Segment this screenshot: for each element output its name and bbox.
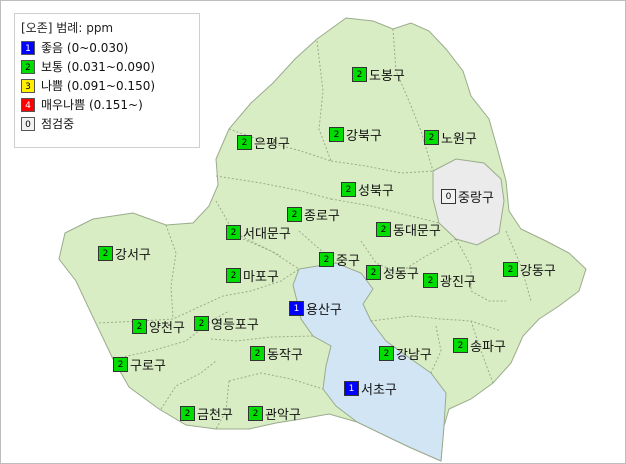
- district-gwanak[interactable]: 2 관악구: [248, 404, 301, 423]
- district-name: 금천구: [197, 408, 233, 423]
- district-yongsan[interactable]: 1 용산구: [289, 299, 342, 318]
- district-gangnam[interactable]: 2 강남구: [379, 344, 432, 363]
- district-name: 동대문구: [393, 224, 441, 239]
- legend-swatch: 1: [21, 40, 35, 55]
- jungnang-gu-area: [432, 158, 505, 246]
- legend-item-good: 1 좋음 (0~0.030): [21, 38, 193, 57]
- level-badge: 2: [352, 67, 367, 82]
- district-name: 노원구: [441, 132, 477, 147]
- legend-box: [오존] 범례: ppm 1 좋음 (0~0.030) 2 보통 (0.031~…: [14, 13, 200, 148]
- level-badge: 2: [180, 406, 195, 421]
- district-gangseo[interactable]: 2 강서구: [98, 244, 151, 263]
- district-name: 은평구: [254, 137, 290, 152]
- legend-swatch: 4: [21, 97, 35, 112]
- level-badge: 1: [344, 381, 359, 396]
- district-dobong[interactable]: 2 도봉구: [352, 65, 405, 84]
- district-name: 강서구: [115, 248, 151, 263]
- district-name: 마포구: [243, 270, 279, 285]
- district-name: 강북구: [346, 129, 382, 144]
- district-nowon[interactable]: 2 노원구: [424, 128, 477, 147]
- level-badge: 2: [379, 346, 394, 361]
- district-name: 서초구: [361, 383, 397, 398]
- level-badge: 2: [113, 357, 128, 372]
- level-badge: 2: [250, 346, 265, 361]
- level-badge: 2: [319, 252, 334, 267]
- district-name: 성동구: [383, 267, 419, 282]
- legend-label: 나쁨 (0.091~0.150): [41, 79, 156, 93]
- level-badge: 2: [194, 316, 209, 331]
- district-name: 중구: [336, 254, 360, 269]
- district-name: 동작구: [267, 348, 303, 363]
- level-badge: 2: [226, 268, 241, 283]
- district-geumcheon[interactable]: 2 금천구: [180, 404, 233, 423]
- district-mapo[interactable]: 2 마포구: [226, 266, 279, 285]
- level-badge: 2: [287, 207, 302, 222]
- district-yeongdeungpo[interactable]: 2 영등포구: [194, 314, 259, 333]
- district-dongdaemun[interactable]: 2 동대문구: [376, 220, 441, 239]
- level-badge: 2: [424, 130, 439, 145]
- district-jung[interactable]: 2 중구: [319, 250, 360, 269]
- district-yangcheon[interactable]: 2 양천구: [132, 317, 185, 336]
- district-name: 광진구: [440, 275, 476, 290]
- district-seongdong[interactable]: 2 성동구: [366, 263, 419, 282]
- legend-item-inspection: 0 점검중: [21, 114, 193, 133]
- level-badge: 2: [98, 246, 113, 261]
- level-badge: 2: [376, 222, 391, 237]
- legend-item-normal: 2 보통 (0.031~0.090): [21, 57, 193, 76]
- legend-label: 좋음 (0~0.030): [41, 41, 129, 55]
- legend-label: 보통 (0.031~0.090): [41, 60, 156, 74]
- district-name: 서대문구: [243, 227, 291, 242]
- district-name: 영등포구: [211, 318, 259, 333]
- level-badge: 2: [453, 338, 468, 353]
- district-seodaemun[interactable]: 2 서대문구: [226, 223, 291, 242]
- district-gangbuk[interactable]: 2 강북구: [329, 125, 382, 144]
- district-eunpyeong[interactable]: 2 은평구: [237, 133, 290, 152]
- district-seongbuk[interactable]: 2 성북구: [341, 180, 394, 199]
- district-name: 강남구: [396, 348, 432, 363]
- district-name: 용산구: [306, 303, 342, 318]
- level-badge: 2: [503, 262, 518, 277]
- legend-swatch: 0: [21, 116, 35, 131]
- district-dongjak[interactable]: 2 동작구: [250, 344, 303, 363]
- legend-swatch: 2: [21, 59, 35, 74]
- legend-label: 점검중: [41, 117, 75, 131]
- district-songpa[interactable]: 2 송파구: [453, 336, 506, 355]
- district-name: 종로구: [304, 209, 340, 224]
- level-badge: 2: [132, 319, 147, 334]
- level-badge: 2: [248, 406, 263, 421]
- district-name: 송파구: [470, 340, 506, 355]
- legend-swatch: 3: [21, 78, 35, 93]
- district-guro[interactable]: 2 구로구: [113, 355, 166, 374]
- legend-title: [오존] 범례: ppm: [21, 21, 114, 35]
- district-name: 중랑구: [458, 191, 494, 206]
- level-badge: 2: [423, 273, 438, 288]
- district-name: 강동구: [520, 264, 556, 279]
- district-jongno[interactable]: 2 종로구: [287, 205, 340, 224]
- district-name: 양천구: [149, 321, 185, 336]
- level-badge: 2: [226, 225, 241, 240]
- district-name: 관악구: [265, 408, 301, 423]
- level-badge: 1: [289, 301, 304, 316]
- level-badge: 2: [366, 265, 381, 280]
- district-seocho[interactable]: 1 서초구: [344, 379, 397, 398]
- legend-label: 매우나쁨 (0.151~): [41, 98, 143, 112]
- legend-item-bad: 3 나쁨 (0.091~0.150): [21, 76, 193, 95]
- district-name: 성북구: [358, 184, 394, 199]
- district-gwangjin[interactable]: 2 광진구: [423, 271, 476, 290]
- level-badge: 2: [237, 135, 252, 150]
- level-badge: 2: [329, 127, 344, 142]
- level-badge: 0: [441, 189, 456, 204]
- district-gangdong[interactable]: 2 강동구: [503, 260, 556, 279]
- district-name: 구로구: [130, 359, 166, 374]
- level-badge: 2: [341, 182, 356, 197]
- district-name: 도봉구: [369, 69, 405, 84]
- district-jungnang[interactable]: 0 중랑구: [441, 187, 494, 206]
- han-river: [292, 262, 447, 462]
- legend-item-very-bad: 4 매우나쁨 (0.151~): [21, 95, 193, 114]
